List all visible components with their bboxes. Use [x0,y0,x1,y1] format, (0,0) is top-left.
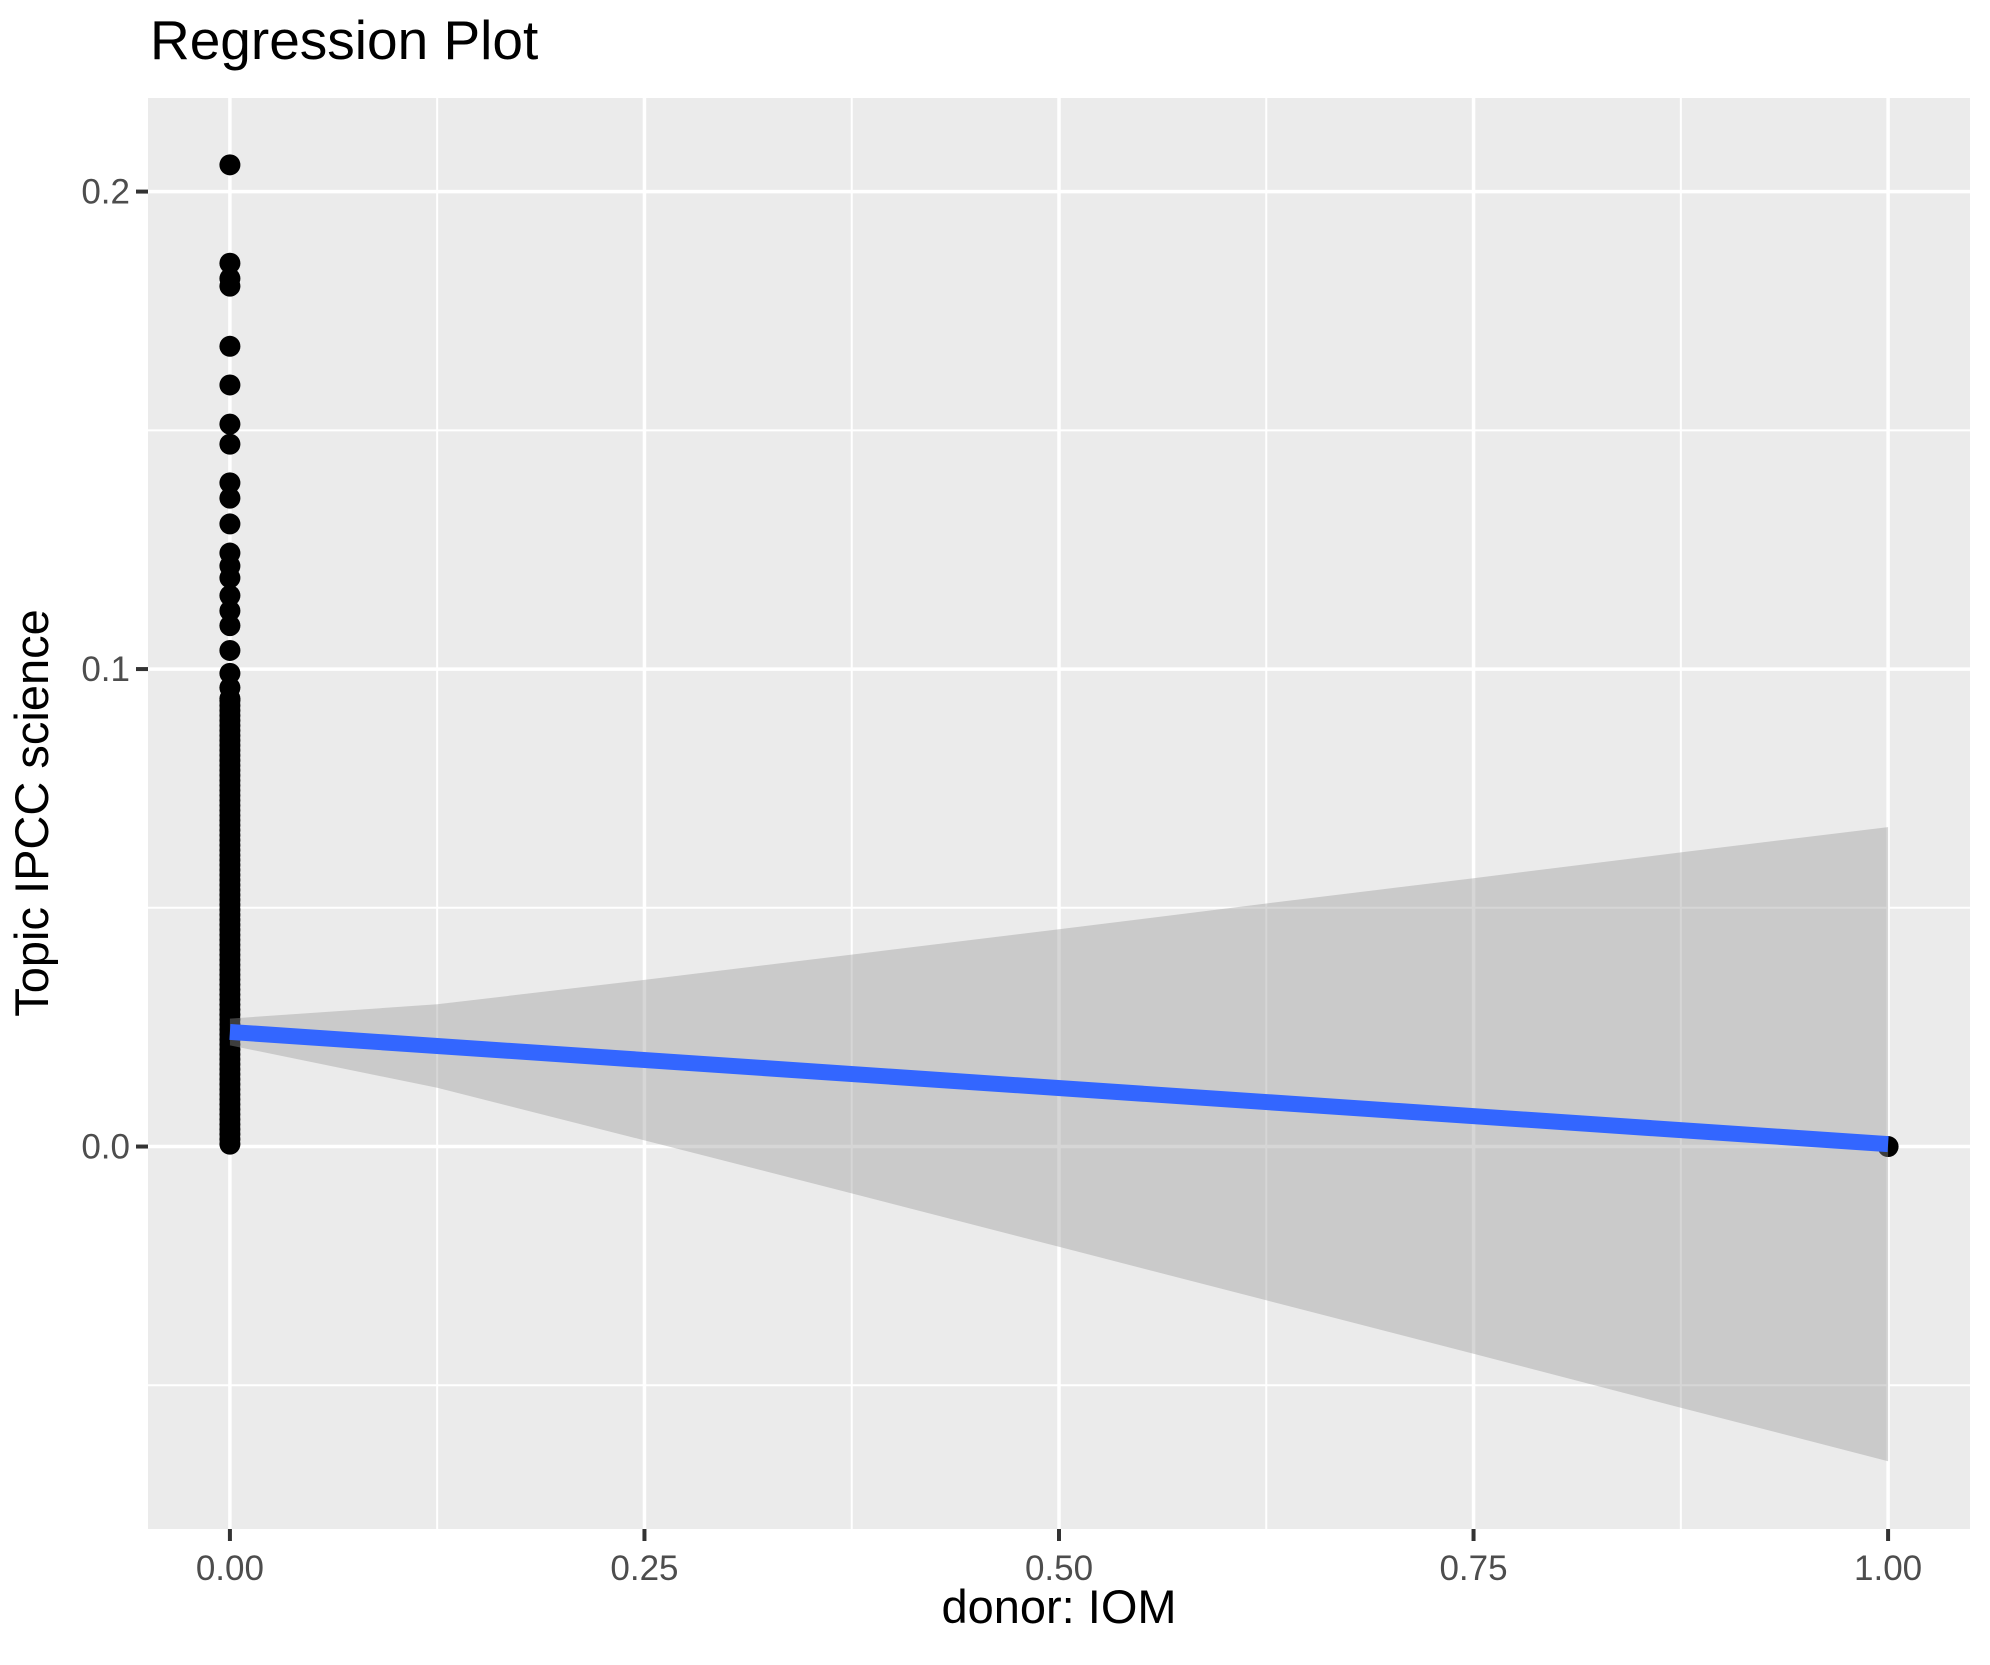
x-tick-label: 0.50 [1025,1549,1093,1588]
confidence-band [229,827,1889,1462]
scatter-point [219,600,241,622]
scatter-point [219,433,241,455]
y-axis-title: Topic IPCC science [5,609,58,1017]
y-tick-label: 0.2 [81,173,130,212]
regression-line [229,1023,1889,1153]
scatter-point [219,513,241,535]
y-tick-label: 0.1 [81,650,130,689]
scatter-point [219,374,241,396]
scatter-point [219,413,241,435]
x-axis-title: donor: IOM [941,1580,1177,1633]
scatter-point [219,252,241,274]
x-tick-label: 0.00 [196,1549,264,1588]
scatter-point [219,154,241,176]
scatter-point [219,487,241,509]
x-tick-label: 0.75 [1439,1549,1507,1588]
scatter-point [219,275,241,297]
scatter-point [219,585,241,607]
y-tick-label: 0.0 [81,1128,130,1167]
scatter-point [219,567,241,589]
scatter-point [219,688,241,710]
scatter-point [219,335,241,357]
scatter-point [219,472,241,494]
scatter-point [219,639,241,661]
x-tick-label: 0.25 [610,1549,678,1588]
scatter-point [219,615,241,637]
plot-title: Regression Plot [150,9,539,71]
x-tick-label: 1.00 [1854,1549,1922,1588]
